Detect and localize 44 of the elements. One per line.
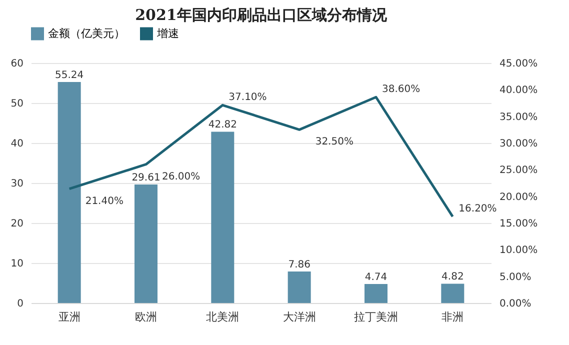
x-tick-label: 非洲 bbox=[442, 310, 464, 324]
x-tick-label: 大洋洲 bbox=[282, 310, 316, 324]
y-tick-label: 60 bbox=[10, 58, 24, 70]
x-tick-label: 北美洲 bbox=[206, 310, 240, 324]
x-tick-label: 拉丁美洲 bbox=[354, 310, 398, 324]
legend-label: 金额（亿美元） bbox=[48, 26, 125, 40]
legend-label: 增速 bbox=[156, 26, 179, 40]
y2-tick-label: 35.00% bbox=[500, 112, 538, 123]
bar bbox=[134, 184, 158, 303]
data-label: 32.50% bbox=[315, 136, 354, 148]
data-label: 26.00% bbox=[162, 171, 200, 182]
y-tick-label: 20 bbox=[10, 218, 24, 230]
data-label: 37.10% bbox=[228, 92, 267, 104]
y-tick-label: 50 bbox=[10, 98, 24, 110]
y-tick-label: 10 bbox=[10, 258, 24, 270]
y2-tick-label: 15.00% bbox=[500, 218, 538, 230]
data-label: 21.40% bbox=[85, 196, 124, 207]
y2-tick-label: 40.00% bbox=[500, 85, 538, 96]
data-label: 42.82 bbox=[208, 120, 237, 131]
data-label: 4.82 bbox=[442, 272, 464, 283]
y2-tick-label: 25.00% bbox=[500, 165, 538, 176]
bar bbox=[441, 284, 464, 303]
y2-tick-label: 30.00% bbox=[500, 138, 538, 150]
y-tick-label: 30 bbox=[10, 178, 24, 190]
bar bbox=[364, 284, 388, 303]
data-label: 16.20% bbox=[458, 204, 497, 215]
y-tick-label: 40 bbox=[10, 138, 24, 150]
y-tick-label: 0 bbox=[17, 298, 24, 310]
y2-tick-label: 20.00% bbox=[500, 192, 538, 203]
x-tick-label: 亚洲 bbox=[58, 310, 80, 324]
data-label: 4.74 bbox=[364, 272, 388, 284]
data-label: 38.60% bbox=[382, 84, 420, 96]
bar bbox=[58, 82, 81, 303]
data-label: 29.61 bbox=[132, 172, 160, 184]
y2-tick-label: 0.00% bbox=[500, 298, 532, 310]
x-tick-label: 欧洲 bbox=[135, 310, 157, 324]
y2-tick-label: 10.00% bbox=[500, 245, 538, 256]
bar bbox=[288, 272, 311, 303]
y2-tick-label: 45.00% bbox=[500, 58, 538, 70]
bar bbox=[211, 132, 234, 303]
y2-tick-label: 5.00% bbox=[500, 272, 532, 283]
data-label: 55.24 bbox=[55, 70, 84, 82]
data-label: 7.86 bbox=[288, 260, 310, 271]
chart-title: 2021年国内印刷品出口区域分布情况 bbox=[135, 6, 388, 24]
